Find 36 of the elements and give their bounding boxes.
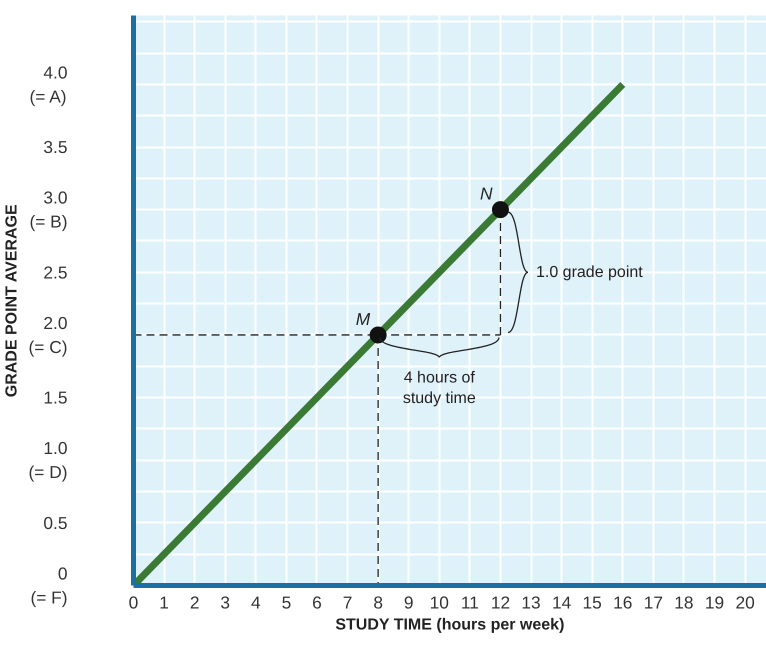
x-tick-label: 1	[159, 592, 169, 612]
x-tick-label: 16	[613, 592, 632, 612]
x-tick-label: 13	[521, 592, 541, 612]
y-tick-label: 0 (= F)	[30, 564, 68, 608]
y-tick-label: 1.0 (= D)	[28, 438, 68, 482]
annotation: 1.0 grade point	[536, 264, 644, 281]
x-tick-label: 3	[220, 592, 230, 612]
x-tick-label: 19	[704, 592, 724, 612]
x-tick-label: 10	[430, 592, 449, 612]
y-tick-label: 3.0 (= B)	[29, 188, 68, 232]
x-tick-label: 18	[674, 592, 694, 612]
x-tick-label: 8	[373, 592, 383, 612]
x-tick-label: 7	[342, 592, 352, 612]
y-tick-label: 4.0 (= A)	[29, 62, 68, 106]
y-tick-label: 2.5	[43, 262, 68, 282]
x-tick-label: 14	[552, 592, 572, 612]
annotation: N	[480, 184, 493, 204]
x-tick-label: 6	[312, 592, 322, 612]
x-tick-label: 15	[582, 592, 602, 612]
y-tick-label: 2.0 (= C)	[28, 312, 68, 357]
x-tick-label: 11	[460, 592, 479, 612]
y-tick-label: 0.5	[43, 512, 68, 533]
x-tick-label: 2	[190, 592, 200, 612]
x-tick-label: 17	[644, 592, 663, 612]
x-tick-label: 5	[282, 592, 292, 612]
y-axis-title: GRADE POINT AVERAGE	[4, 204, 21, 398]
y-tick-label: 1.5	[43, 388, 68, 408]
annotation: M	[356, 308, 371, 329]
y-tick-label: 3.5	[43, 137, 68, 158]
x-tick-label: 12	[490, 592, 510, 612]
x-tick-label: 4	[251, 592, 261, 612]
x-tick-label: 0	[128, 592, 138, 612]
x-tick-label: 20	[735, 592, 755, 612]
x-axis-title: STUDY TIME (hours per week)	[335, 616, 564, 634]
x-tick-label: 9	[404, 592, 414, 612]
annotation: 4 hours of study time	[402, 370, 476, 407]
